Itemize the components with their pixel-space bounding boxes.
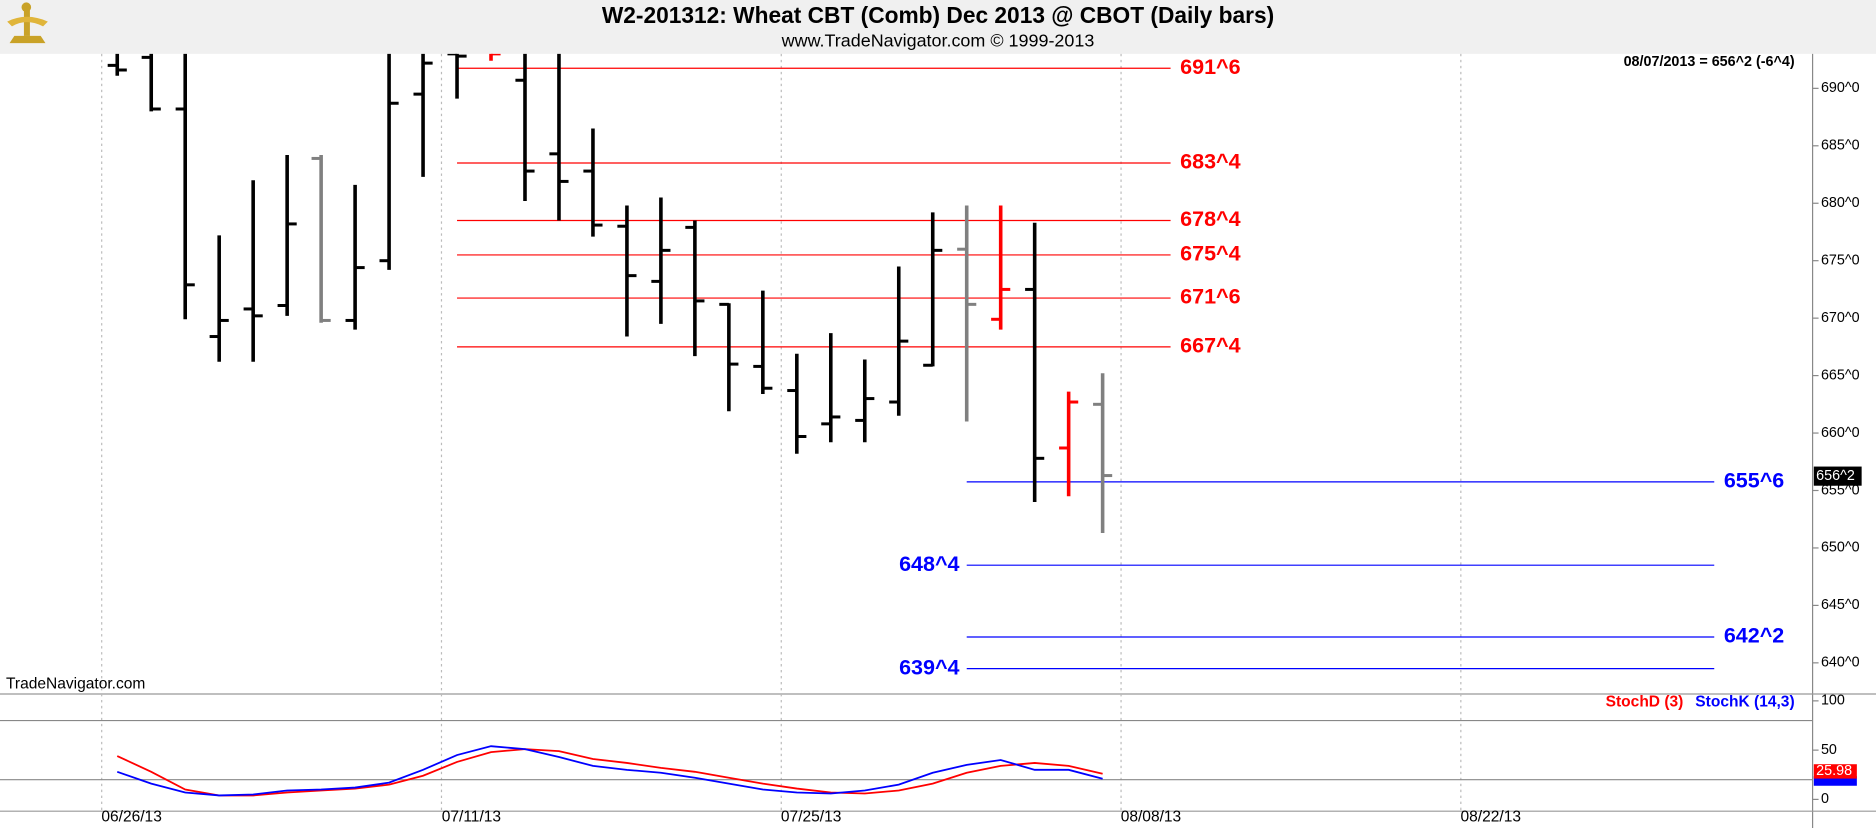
x-tick-label: 07/11/13 [442, 808, 501, 825]
level-label: 691^6 [1180, 55, 1240, 79]
y-tick-label: 640^0 [1821, 655, 1860, 671]
watermark: TradeNavigator.com [6, 676, 145, 693]
y-tick-label: 675^0 [1821, 252, 1860, 268]
last-value-box [1813, 764, 1857, 779]
level-label: 639^4 [899, 655, 959, 679]
y-tick-label: 100 [1821, 693, 1845, 709]
level-label: 667^4 [1180, 334, 1240, 358]
last-price-box [1813, 466, 1862, 486]
level-label: 671^6 [1180, 285, 1240, 309]
stoch-line [116, 748, 1103, 797]
x-tick-label: 06/26/13 [101, 808, 162, 825]
level-label: 678^4 [1180, 207, 1240, 231]
y-tick-label: 685^0 [1821, 138, 1860, 154]
y-tick-label: 665^0 [1821, 367, 1860, 383]
y-tick-label: 670^0 [1821, 310, 1860, 326]
level-label: 655^6 [1724, 469, 1784, 493]
legend-entry: StochK (14,3) [1695, 693, 1794, 710]
last-price-label: 656^2 [1816, 468, 1855, 484]
y-tick-label: 650^0 [1821, 540, 1860, 556]
level-label: 648^4 [899, 552, 959, 576]
last-value-box [1813, 776, 1857, 786]
chart-title: W2-201312: Wheat CBT (Comb) Dec 2013 @ C… [602, 2, 1274, 28]
annotation: 08/07/2013 = 656^2 (-6^4) [1624, 54, 1795, 70]
level-label: 675^4 [1180, 242, 1240, 266]
y-tick-label: 690^0 [1821, 80, 1860, 96]
y-tick-label: 0 [1821, 791, 1829, 807]
y-tick-label: 680^0 [1821, 195, 1860, 211]
y-tick-label: 660^0 [1821, 425, 1860, 441]
y-tick-label: 655^0 [1821, 482, 1860, 498]
x-tick-label: 07/25/13 [781, 808, 842, 825]
x-tick-label: 08/22/13 [1460, 808, 1521, 825]
level-label: 683^4 [1180, 150, 1240, 174]
logo [7, 2, 48, 44]
legend-entry: StochD (3) [1606, 693, 1684, 710]
x-tick-label: 08/08/13 [1121, 808, 1182, 825]
chart-subtitle: www.TradeNavigator.com © 1999-2013 [781, 31, 1095, 51]
level-label: 642^2 [1724, 624, 1784, 648]
price-panel [107, 53, 1715, 670]
y-tick-label: 645^0 [1821, 597, 1860, 613]
header-band [0, 0, 1876, 54]
stoch-line [116, 745, 1103, 797]
last-value-label: 25.98 [1816, 763, 1852, 779]
y-tick-label: 50 [1821, 742, 1837, 758]
